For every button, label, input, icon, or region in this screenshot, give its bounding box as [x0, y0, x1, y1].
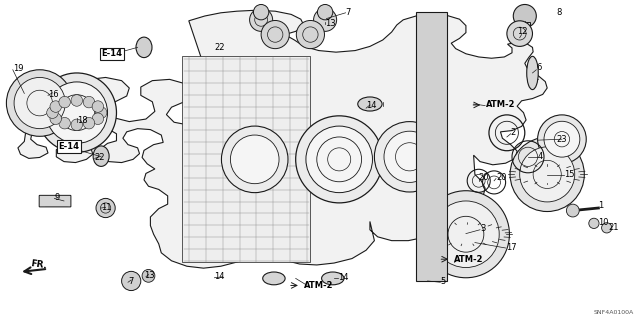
Circle shape — [47, 107, 58, 118]
Text: ATM-2: ATM-2 — [486, 100, 516, 109]
Circle shape — [520, 147, 575, 202]
Circle shape — [50, 101, 61, 112]
Circle shape — [314, 8, 337, 31]
Text: ATM-2: ATM-2 — [454, 255, 484, 264]
Text: 22: 22 — [214, 43, 225, 52]
Circle shape — [433, 201, 499, 268]
Circle shape — [507, 21, 532, 46]
Circle shape — [46, 82, 108, 143]
Text: 19: 19 — [13, 64, 23, 73]
Text: 13: 13 — [325, 19, 336, 28]
Ellipse shape — [358, 97, 382, 111]
Circle shape — [221, 126, 288, 193]
Circle shape — [230, 135, 279, 184]
Text: 12: 12 — [517, 28, 527, 36]
Circle shape — [602, 223, 612, 233]
Text: 3: 3 — [480, 224, 485, 233]
Text: 2: 2 — [511, 128, 516, 137]
Ellipse shape — [263, 272, 285, 285]
Circle shape — [261, 20, 289, 49]
Text: 14: 14 — [214, 272, 225, 281]
Text: E-14: E-14 — [102, 49, 122, 58]
Text: E-14: E-14 — [59, 142, 79, 151]
Circle shape — [566, 204, 579, 217]
Circle shape — [83, 96, 95, 108]
Bar — [520, 22, 530, 32]
Circle shape — [14, 77, 65, 129]
Circle shape — [544, 121, 580, 157]
Circle shape — [142, 269, 155, 282]
Text: 14: 14 — [366, 101, 376, 110]
Circle shape — [589, 218, 599, 228]
Text: ATM-2: ATM-2 — [304, 281, 333, 290]
Ellipse shape — [93, 146, 109, 166]
Circle shape — [250, 8, 273, 31]
Circle shape — [71, 95, 83, 106]
Text: 7: 7 — [128, 277, 133, 286]
Circle shape — [422, 191, 509, 278]
Circle shape — [59, 96, 70, 108]
Circle shape — [37, 73, 116, 152]
Circle shape — [122, 271, 141, 291]
FancyBboxPatch shape — [416, 12, 447, 281]
Ellipse shape — [527, 56, 538, 90]
FancyBboxPatch shape — [39, 195, 71, 207]
Circle shape — [50, 113, 61, 124]
Text: SNF4A0100A: SNF4A0100A — [593, 309, 634, 315]
Circle shape — [92, 113, 104, 124]
Text: 21: 21 — [609, 223, 619, 232]
Circle shape — [510, 137, 584, 212]
Text: 16: 16 — [48, 90, 59, 99]
Text: 9: 9 — [54, 193, 60, 202]
Circle shape — [306, 126, 372, 193]
Circle shape — [317, 4, 333, 20]
Text: 8: 8 — [557, 8, 562, 17]
Circle shape — [83, 117, 95, 129]
Circle shape — [253, 4, 269, 20]
Circle shape — [92, 101, 104, 112]
Text: 5: 5 — [440, 277, 445, 286]
Circle shape — [6, 70, 73, 136]
Text: 22: 22 — [95, 153, 105, 162]
Circle shape — [538, 115, 586, 164]
Circle shape — [374, 122, 445, 192]
Text: 7: 7 — [346, 8, 351, 17]
Polygon shape — [12, 10, 547, 268]
Text: 6: 6 — [536, 63, 541, 72]
Circle shape — [96, 198, 115, 218]
Text: 20: 20 — [479, 173, 489, 182]
Text: 23: 23 — [557, 135, 568, 144]
Text: 15: 15 — [564, 170, 575, 179]
Text: 10: 10 — [598, 218, 609, 227]
Circle shape — [296, 20, 324, 49]
Text: 1: 1 — [598, 201, 604, 210]
Text: FR.: FR. — [29, 259, 47, 270]
Circle shape — [296, 116, 383, 203]
Circle shape — [513, 4, 536, 28]
Circle shape — [95, 107, 107, 118]
Bar — [182, 56, 310, 262]
Circle shape — [384, 131, 435, 182]
Text: 18: 18 — [77, 116, 88, 125]
Circle shape — [71, 119, 83, 131]
Text: 17: 17 — [506, 243, 516, 252]
Circle shape — [59, 117, 70, 129]
Text: 13: 13 — [144, 271, 155, 280]
Text: 20: 20 — [496, 173, 506, 182]
Text: 14: 14 — [338, 273, 348, 282]
Ellipse shape — [322, 272, 344, 285]
Text: 11: 11 — [101, 203, 111, 212]
Ellipse shape — [136, 37, 152, 58]
Text: 4: 4 — [538, 152, 543, 161]
